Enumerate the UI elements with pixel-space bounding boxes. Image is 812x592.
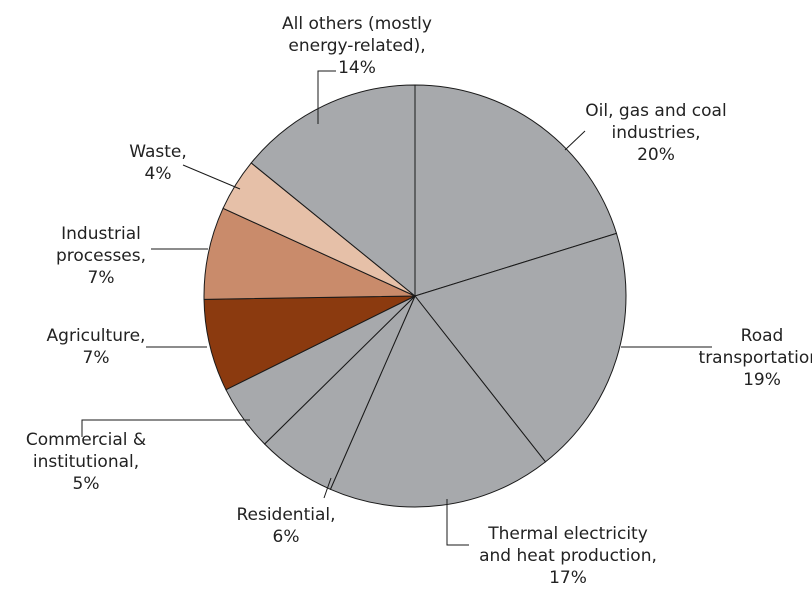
slice-label-line: Waste, — [129, 142, 187, 162]
label-leader-line — [317, 70, 336, 124]
slice-label: Roadtransportation,19% — [699, 326, 812, 390]
slice-label: Agriculture, 7% — [47, 326, 146, 368]
pie-slice — [329, 295, 547, 508]
slice-label: Oil, gas and coal industries, 20% — [585, 101, 726, 165]
slice-label-line: Commercial & — [26, 430, 146, 450]
slice-label-line: Agriculture, — [47, 326, 146, 346]
slice-label: Residential, 6% — [236, 505, 335, 547]
pie-slice — [250, 84, 416, 298]
slice-label-line: Thermal electricity — [487, 524, 648, 544]
slice-label-line: transportation, — [699, 348, 812, 368]
label-leader-line — [564, 130, 586, 151]
slice-label-line: 17% — [549, 568, 587, 588]
slice-label-line: industries, — [611, 123, 700, 143]
slice-label-line: 6% — [273, 527, 300, 547]
slice-label-line: 7% — [88, 268, 115, 288]
slice-label-line: 5% — [73, 474, 100, 494]
slice-label-line: 19% — [743, 370, 781, 390]
slice-label-line: institutional, — [33, 452, 139, 472]
label-leader-line — [323, 477, 332, 499]
label-leader-line — [446, 499, 469, 546]
slice-label: All others (mostly energy-related), 14% — [282, 14, 432, 78]
slice-label-line: 20% — [637, 145, 675, 165]
pie-slice — [414, 232, 627, 463]
slice-label-line: 14% — [338, 58, 376, 78]
slice-label-line: processes, — [56, 246, 146, 266]
slice-label: Thermal electricity and heat production, 1… — [479, 524, 657, 588]
pie-slice — [414, 84, 618, 297]
slice-label-line: energy-related), — [288, 36, 425, 56]
slice-label-line: Residential, — [236, 505, 335, 525]
slice-label-line: Oil, gas and coal — [585, 101, 726, 121]
slice-label: Commercial & institutional, 5% — [26, 430, 146, 494]
slice-label-line: All others (mostly — [282, 14, 432, 34]
slice-label-line: 7% — [83, 348, 110, 368]
slice-label: Waste, 4% — [129, 142, 187, 184]
label-leader-line — [182, 164, 241, 190]
slice-label-line: Industrial — [61, 224, 141, 244]
slice-label-line: Road — [741, 326, 784, 346]
slice-label: Industrial processes, 7% — [56, 224, 146, 288]
label-leader-line — [81, 419, 250, 437]
slice-label-line: 4% — [145, 164, 172, 184]
slice-label-line: and heat production, — [479, 546, 657, 566]
